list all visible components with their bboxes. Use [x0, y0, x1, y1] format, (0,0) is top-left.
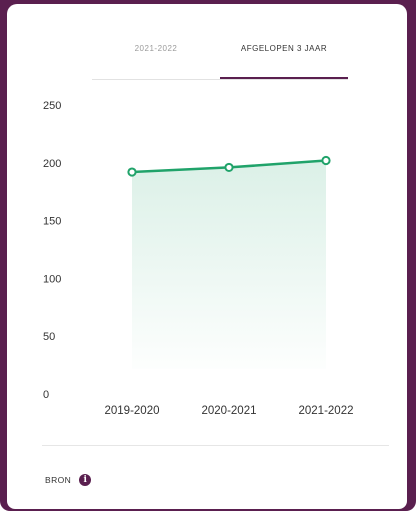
info-icon[interactable]: i: [79, 474, 92, 486]
divider: [42, 445, 389, 446]
source-label: BRON: [45, 475, 72, 485]
y-tick-label: 250: [43, 100, 61, 112]
x-tick-label: 2020-2021: [202, 405, 257, 417]
period-tabs: 2021-2022 AFGELOPEN 3 JAAR: [92, 4, 348, 80]
chart-card: 2021-2022 AFGELOPEN 3 JAAR 0 50 100 150 200 2…: [7, 4, 407, 509]
data-point: [127, 167, 137, 177]
tab-2021-2022[interactable]: 2021-2022: [134, 44, 178, 53]
data-point: [321, 155, 331, 166]
line-chart: 0 50 100 150 200 250 2019-2020 2020-2021 2021-20…: [43, 100, 354, 417]
x-tick-label: 2019-2020: [105, 405, 160, 417]
tab-afgelopen-3-jaar[interactable]: AFGELOPEN 3 JAAR: [220, 44, 348, 79]
y-tick-label: 200: [43, 158, 61, 170]
data-point: [224, 162, 234, 173]
y-tick-label: 50: [43, 331, 55, 343]
x-tick-label: 2021-2022: [299, 405, 354, 417]
series-area: [132, 160, 326, 369]
y-tick-label: 150: [43, 216, 61, 228]
y-tick-label: 0: [43, 389, 49, 401]
y-tick-label: 100: [43, 273, 61, 285]
source[interactable]: BRON i: [45, 474, 92, 486]
